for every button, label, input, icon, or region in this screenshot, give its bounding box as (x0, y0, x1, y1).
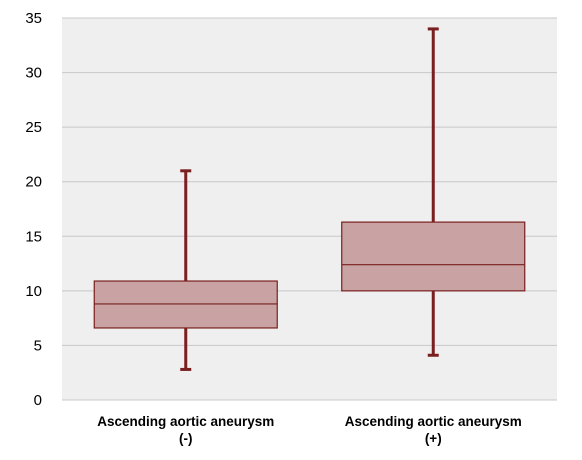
y-tick-label: 10 (25, 283, 42, 300)
y-tick-label: 0 (34, 392, 42, 409)
category-label-line2: (+) (424, 431, 442, 446)
y-axis-tick-labels: 0 5 10 15 20 25 30 35 (25, 10, 42, 409)
y-tick-label: 5 (34, 337, 42, 354)
category-label-line1: Ascending aortic aneurysm (344, 414, 522, 429)
category-label-negative: Ascending aortic aneurysm (-) (66, 413, 306, 447)
box-group (341, 27, 526, 357)
box-group (93, 169, 278, 371)
y-tick-label: 15 (25, 228, 42, 245)
boxes (93, 27, 526, 371)
iqr-box (341, 221, 526, 292)
category-label-positive: Ascending aortic aneurysm (+) (313, 413, 553, 447)
y-tick-label: 35 (25, 10, 42, 27)
category-label-line2: (-) (179, 431, 193, 446)
y-tick-label: 20 (25, 174, 42, 191)
y-tick-label: 30 (25, 65, 42, 82)
y-tick-label: 25 (25, 119, 42, 136)
plot-area (62, 18, 557, 400)
category-label-line1: Ascending aortic aneurysm (97, 414, 275, 429)
